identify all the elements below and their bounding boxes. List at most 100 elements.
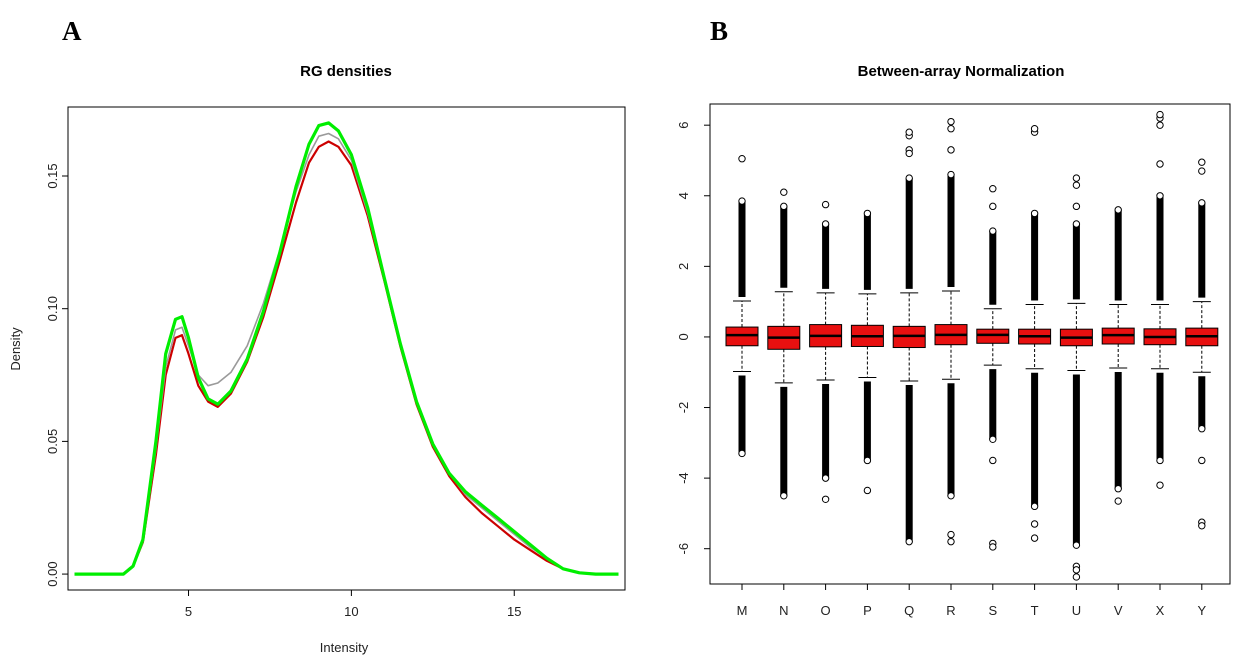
chart-b-x-tick-label: M: [737, 603, 748, 618]
outlier-point: [1156, 160, 1164, 168]
chart-b-y-tick-label: 6: [676, 122, 691, 129]
chart-b-boxplots: [725, 110, 1219, 581]
density-line-red: [74, 140, 619, 576]
chart-b-x-tick-label: S: [988, 603, 997, 618]
chart-b-y-tick-label: 2: [676, 263, 691, 270]
outlier-point: [989, 456, 997, 465]
outlier-point: [1156, 456, 1164, 465]
outlier-point: [947, 530, 955, 539]
chart-a-y-tick-label: 0.05: [45, 429, 60, 454]
outlier-point: [947, 170, 955, 179]
outlier-point: [1156, 121, 1164, 129]
boxplot-R: [934, 117, 968, 546]
panel-b-letter: B: [710, 16, 728, 46]
outlier-point: [1072, 174, 1081, 182]
boxplot-P: [850, 209, 884, 495]
boxplot-V: [1101, 206, 1135, 505]
boxplot-S: [976, 185, 1010, 551]
chart-b-y-axis: -6 -4 -2 0 2 4 6: [676, 122, 710, 554]
chart-b-x-tick-label: X: [1156, 603, 1165, 618]
chart-b-x-tick-label: Y: [1197, 603, 1206, 618]
chart-a-y-axis: 0.00 0.05 0.10 0.15: [45, 163, 68, 587]
chart-a-x-axis: 5 10 15: [185, 590, 521, 619]
chart-b-x-tick-label: P: [863, 603, 872, 618]
chart-b-x-tick-label: T: [1031, 603, 1039, 618]
outlier-point: [780, 202, 788, 211]
outlier-point: [780, 188, 788, 196]
chart-b-x-tick-label: U: [1072, 603, 1081, 618]
outlier-point: [1198, 199, 1206, 207]
outlier-point: [1030, 209, 1039, 218]
chart-a-y-tick-label: 0.15: [45, 163, 60, 188]
chart-a-x-label: Intensity: [320, 640, 369, 655]
outlier-point: [989, 543, 997, 551]
outlier-point: [821, 200, 830, 209]
outlier-point: [1198, 456, 1206, 465]
chart-b-y-tick-label: 4: [676, 192, 691, 199]
chart-a-y-tick-label: 0.00: [45, 561, 60, 586]
chart-b-plot-frame: [709, 103, 1231, 585]
outlier-point: [1156, 481, 1164, 489]
outlier-point: [1030, 534, 1039, 542]
chart-a-x-tick-label: 15: [507, 604, 521, 619]
outlier-point: [989, 202, 997, 211]
outlier-point: [947, 125, 955, 133]
chart-a-x-tick-label: 10: [344, 604, 358, 619]
box-iqr: [976, 328, 1010, 344]
chart-b-x-tick-label: N: [779, 603, 788, 618]
chart-b-x-tick-label: Q: [904, 603, 914, 618]
outlier-point: [989, 435, 997, 443]
outlier-point: [1030, 125, 1039, 133]
chart-b-title: Between-array Normalization: [858, 63, 1065, 80]
outlier-point: [863, 456, 872, 465]
density-line-green: [74, 121, 619, 576]
outlier-point: [1072, 202, 1081, 211]
boxplot-N: [767, 188, 801, 500]
outlier-point: [821, 220, 830, 228]
chart-b-x-tick-label: O: [821, 603, 831, 618]
outlier-point: [1072, 573, 1081, 581]
chart-b-y-tick-label: 0: [676, 333, 691, 340]
outlier-point: [1072, 181, 1081, 189]
chart-a-y-label: Density: [8, 327, 23, 371]
outlier-point: [1198, 522, 1206, 530]
outlier-point: [905, 537, 913, 546]
outlier-point: [947, 537, 955, 546]
boxplot-Q: [892, 128, 926, 546]
boxplot-M: [725, 155, 759, 458]
chart-a-title: RG densities: [300, 63, 392, 80]
chart-b-y-tick-label: -2: [676, 402, 691, 414]
outlier-point: [1198, 425, 1206, 433]
boxplot-O: [809, 200, 843, 503]
outlier-point: [1072, 541, 1081, 549]
outlier-point: [1072, 566, 1081, 574]
outlier-point: [905, 128, 913, 136]
outlier-point: [1114, 497, 1122, 505]
outlier-point: [905, 174, 913, 182]
boxplot-Y: [1185, 158, 1219, 530]
outlier-point: [821, 474, 830, 482]
outlier-point: [738, 155, 746, 163]
boxplot-T: [1018, 125, 1052, 542]
chart-a-y-tick-label: 0.10: [45, 296, 60, 321]
outlier-point: [1030, 520, 1039, 528]
outlier-point: [821, 495, 830, 503]
outlier-point: [947, 492, 955, 500]
outlier-point: [863, 486, 872, 495]
panel-a-letter: A: [62, 16, 82, 46]
outlier-point: [1156, 192, 1164, 200]
outlier-point: [1030, 502, 1039, 511]
chart-a-x-tick-label: 5: [185, 604, 192, 619]
outlier-point: [905, 149, 913, 158]
outlier-point: [863, 209, 872, 218]
outlier-point: [1198, 167, 1206, 175]
chart-b-x-tick-label: R: [946, 603, 955, 618]
chart-b-y-tick-label: -4: [676, 472, 691, 484]
outlier-point: [947, 117, 955, 126]
outlier-point: [989, 185, 997, 193]
chart-a-density-lines: [74, 121, 619, 576]
outlier-point: [989, 227, 997, 235]
